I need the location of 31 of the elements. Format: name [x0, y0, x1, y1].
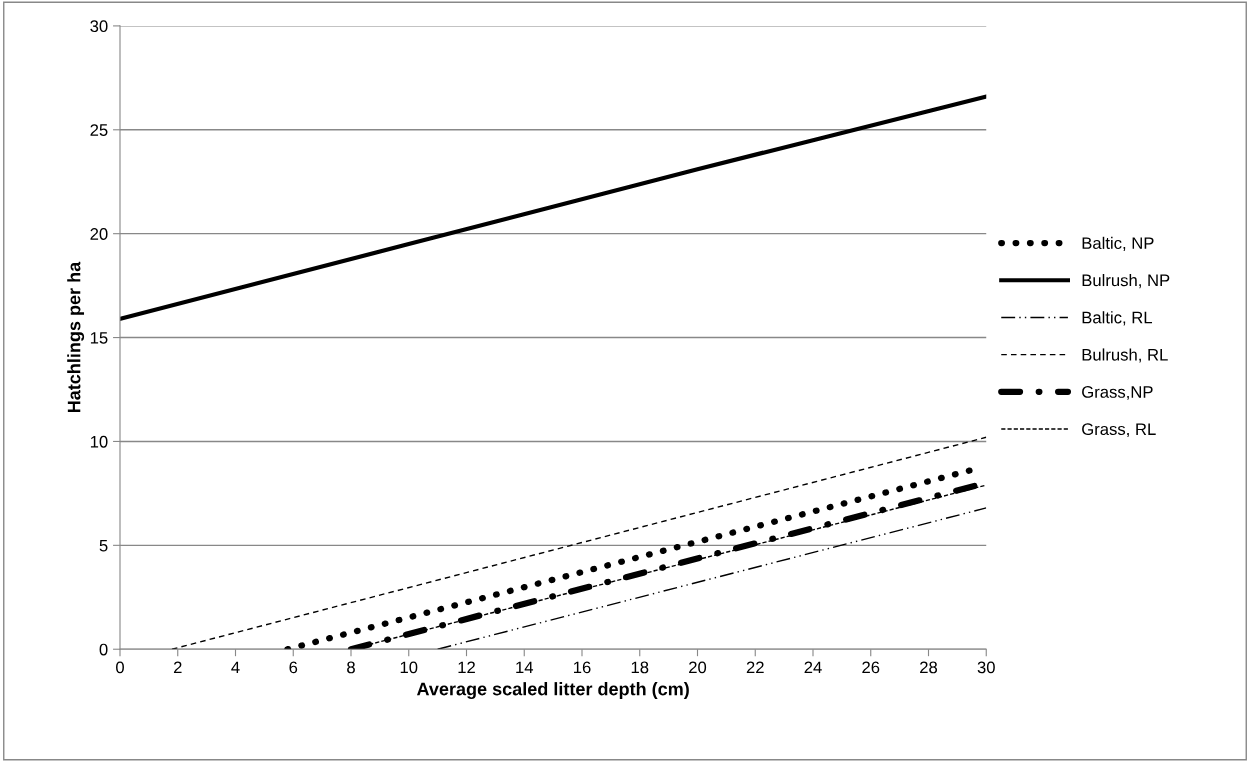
y-tick-label: 20 — [90, 228, 108, 240]
y-axis-title: Hatchlings per ha — [67, 261, 85, 413]
y-tick-label: 15 — [90, 332, 108, 344]
x-tick-label: 8 — [347, 661, 355, 674]
y-tick-label: 0 — [99, 643, 108, 656]
y-tick-label: 10 — [90, 435, 108, 448]
legend-label: Baltic, RL — [1082, 311, 1153, 326]
x-tick-label: 4 — [231, 661, 240, 674]
x-tick-label: 2 — [173, 661, 182, 674]
y-tick-label: 25 — [90, 124, 108, 136]
x-tick-label: 28 — [920, 661, 938, 674]
x-tick-label: 24 — [804, 661, 822, 674]
x-tick-label: 12 — [458, 661, 475, 674]
x-tick-label: 6 — [289, 661, 298, 674]
x-tick-label: 20 — [689, 661, 707, 674]
x-tick-label: 18 — [631, 661, 649, 674]
x-tick-label: 0 — [116, 661, 124, 674]
legend-label: Bulrush, NP — [1082, 273, 1170, 289]
x-tick-label: 22 — [746, 661, 764, 674]
x-axis-title: Average scaled litter depth (cm) — [416, 682, 689, 700]
y-tick-label: 5 — [99, 539, 108, 552]
legend-label: Baltic, NP — [1082, 236, 1154, 251]
x-tick-label: 26 — [862, 661, 880, 674]
legend-label: Grass,NP — [1082, 386, 1153, 400]
legend-label: Bulrush, RL — [1082, 348, 1168, 363]
x-tick-label: 16 — [574, 661, 591, 674]
x-tick-label: 14 — [516, 661, 534, 674]
x-tick-label: 30 — [977, 661, 995, 674]
x-tick-label: 10 — [400, 661, 418, 674]
legend-label: Grass, RL — [1082, 423, 1156, 438]
y-tick-label: 30 — [90, 20, 108, 33]
